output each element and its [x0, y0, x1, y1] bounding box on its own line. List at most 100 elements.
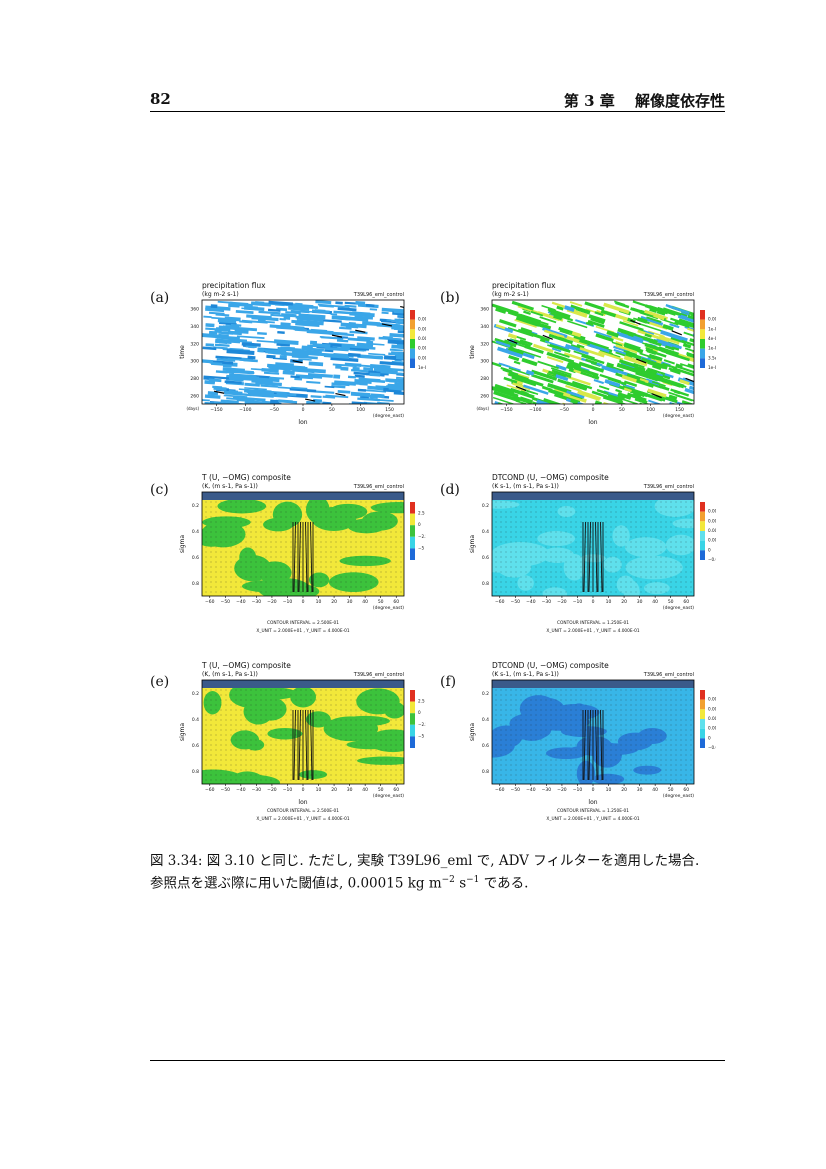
x-tick-label: 0: [592, 599, 595, 605]
precip-streak: [564, 343, 590, 355]
precip-streak: [268, 300, 294, 306]
precip-streak: [202, 359, 214, 364]
precip-streak: [590, 316, 605, 325]
precip-streak: [573, 366, 599, 377]
precip-streak: [277, 330, 285, 334]
precip-streak: [584, 301, 605, 311]
x-tick-label: −50: [511, 599, 521, 605]
legend-label: 1e-04: [708, 365, 716, 370]
x-tick-label: −10: [573, 599, 583, 605]
precip-streak: [679, 379, 690, 386]
precip-streak: [238, 388, 259, 392]
y-tick-label: 0.2: [192, 503, 199, 509]
precip-streak: [533, 343, 554, 353]
precip-streak: [653, 338, 666, 345]
x-tick-label: −50: [221, 599, 231, 605]
vertical-flow-arrow: [595, 521, 598, 593]
legend-label: 0.0006: [708, 706, 716, 711]
precip-streak: [278, 399, 293, 404]
x-tick-label: 0: [592, 787, 595, 793]
precip-streak: [217, 300, 233, 304]
precip-streak: [362, 321, 381, 327]
contour-region: [542, 587, 568, 596]
x-tick-label: 20: [621, 599, 627, 605]
precip-streak: [500, 366, 513, 373]
precip-streak: [604, 379, 621, 388]
precip-streak: [235, 310, 254, 315]
contour-region: [263, 517, 294, 532]
contour-region: [339, 555, 391, 567]
precip-streak: [548, 308, 571, 319]
x-tick-label: −30: [252, 787, 262, 793]
precip-streak: [349, 347, 370, 351]
precip-streak: [331, 385, 346, 389]
precip-streak: [687, 327, 694, 337]
legend-swatch: [700, 339, 705, 349]
precip-streak: [279, 318, 286, 321]
precip-streak: [308, 361, 324, 367]
legend-swatch: [700, 502, 705, 512]
x-tick-label: −20: [557, 599, 567, 605]
panel-label-a: (a): [150, 290, 170, 306]
y-tick-label: 320: [190, 341, 199, 347]
precip-streak: [493, 390, 521, 403]
panel-run-label: T39L96_eml_control: [353, 672, 404, 678]
x-tick-label: 30: [347, 599, 353, 605]
contour-region: [267, 727, 303, 740]
legend-label: 0.0002: [708, 726, 716, 731]
precip-streak: [566, 390, 585, 399]
caption-line-1: 図 3.34: 図 3.10 と同じ. ただし, 実験 T39L96_eml で…: [150, 853, 700, 869]
x-tick-label: 30: [347, 787, 353, 793]
precip-streak: [257, 390, 274, 396]
legend-swatch: [410, 536, 415, 549]
precip-streak: [646, 316, 662, 323]
precip-streak: [623, 380, 638, 387]
chapter-title: 第 3 章 解像度依存性: [563, 92, 725, 110]
top-layer: [202, 492, 404, 500]
y-tick-label: 0.6: [192, 555, 199, 561]
precip-streak: [665, 351, 690, 362]
vertical-flow-arrow: [293, 521, 296, 593]
precip-streak: [681, 400, 694, 404]
y-tick-label: 340: [480, 324, 489, 330]
precip-streak: [494, 383, 515, 394]
precip-streak: [347, 337, 371, 342]
precip-streak: [395, 355, 404, 361]
contour-region: [576, 760, 596, 784]
x-tick-label: −50: [559, 407, 569, 413]
legend-label: 0: [418, 522, 421, 527]
precip-streak: [591, 390, 608, 398]
precip-streak: [682, 343, 692, 349]
x-tick-label: 50: [378, 787, 384, 793]
x-tick-label: 30: [637, 599, 643, 605]
precip-streak: [504, 309, 512, 314]
reference-mark: [506, 338, 518, 344]
legend-swatch: [410, 690, 415, 702]
precip-streak: [617, 363, 637, 372]
legend-swatch: [700, 310, 705, 320]
contour-region: [540, 547, 575, 563]
figure-panel-f: DTCOND (U, −OMG) composite (K s-1, (m s-1…: [468, 662, 716, 822]
precip-streak: [369, 308, 378, 311]
precip-streak: [632, 300, 650, 308]
x-tick-label: −10: [283, 787, 293, 793]
y-axis-label: sigma: [469, 723, 476, 741]
precip-streak: [348, 322, 356, 325]
contour-region: [644, 582, 670, 595]
precip-streak: [669, 323, 680, 329]
precip-streak: [227, 358, 247, 362]
precip-streak: [567, 320, 588, 329]
vertical-flow-arrow: [310, 709, 313, 781]
precip-streak: [215, 338, 241, 344]
precip-streak: [579, 391, 601, 401]
precip-streak: [345, 325, 359, 329]
precip-streak: [531, 373, 554, 384]
precip-streak: [598, 350, 624, 361]
precip-streak: [686, 351, 694, 363]
precip-streak: [513, 339, 526, 346]
precip-streak: [547, 382, 572, 395]
x-axis-label: lon: [298, 419, 307, 426]
legend-label: 0: [418, 710, 421, 715]
precip-streak: [644, 342, 665, 353]
precip-streak: [492, 303, 519, 315]
